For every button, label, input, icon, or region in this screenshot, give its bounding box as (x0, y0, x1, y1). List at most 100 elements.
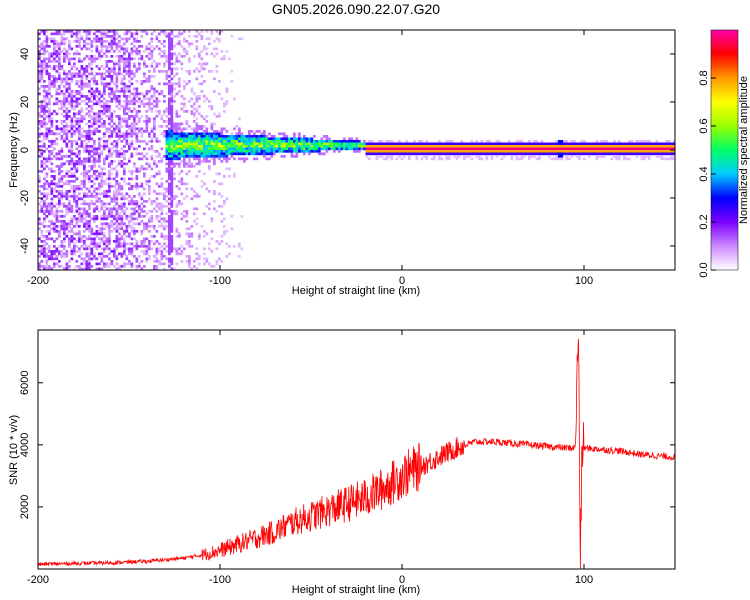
heatmap-cell (78, 70, 81, 73)
heatmap-cell (470, 140, 474, 143)
heatmap-cell (85, 147, 89, 151)
heatmap-cell (628, 142, 631, 146)
heatmap-cell (600, 152, 604, 156)
heatmap-cell (643, 142, 646, 146)
heatmap-cell (458, 147, 461, 151)
heatmap-cell (160, 207, 164, 211)
heatmap-cell (150, 147, 154, 151)
heatmap-cell (175, 247, 179, 251)
heatmap-cell (135, 127, 139, 131)
heatmap-cell (128, 202, 131, 206)
heatmap-cell (48, 247, 51, 251)
heatmap-cell (150, 50, 154, 53)
heatmap-cell (280, 155, 284, 158)
heatmap-cell (185, 132, 189, 136)
heatmap-cell (373, 142, 376, 146)
heatmap-cell (173, 197, 176, 201)
heatmap-cell (195, 47, 199, 51)
heatmap-cell (48, 160, 51, 163)
heatmap-cell (178, 140, 181, 143)
heatmap-cell (220, 97, 224, 101)
heatmap-cell (108, 252, 111, 256)
heatmap-cell (48, 97, 51, 101)
heatmap-cell (180, 177, 184, 181)
heatmap-cell (605, 145, 609, 148)
heatmap-cell (140, 102, 144, 106)
heatmap-cell (188, 235, 191, 238)
heatmap-cell (80, 252, 84, 256)
snr-x-ticks: -200 -100 0 100 (27, 330, 593, 586)
heatmap-cell (215, 30, 219, 33)
heatmap-cell (475, 150, 479, 153)
heatmap-cell (100, 137, 104, 141)
heatmap-cell (93, 145, 96, 148)
heatmap-cell (625, 147, 629, 151)
heatmap-cell (140, 57, 144, 61)
heatmap-cell (130, 127, 134, 131)
heatmap-cell (93, 152, 96, 156)
heatmap-cell (118, 57, 121, 61)
heatmap-cell (80, 240, 84, 243)
heatmap-cell (143, 240, 146, 243)
heatmap-cell (158, 160, 161, 163)
heatmap-cell (223, 200, 226, 203)
heatmap-cell (103, 122, 106, 126)
heatmap-cell (153, 150, 156, 153)
heatmap-cell (60, 192, 64, 196)
heatmap-cell (530, 147, 534, 151)
heatmap-cell (68, 202, 71, 206)
heatmap-cell (98, 52, 101, 56)
heatmap-cell (133, 162, 136, 166)
heatmap-cell (83, 67, 86, 71)
heatmap-cell (400, 145, 404, 148)
snr-x-tick-label: 100 (575, 574, 593, 586)
heatmap-cell (130, 155, 134, 158)
heatmap-cell (80, 85, 84, 88)
heatmap-cell (170, 210, 174, 213)
heatmap-cell (70, 35, 74, 38)
heatmap-cell (40, 125, 44, 128)
heatmap-cell (238, 127, 241, 131)
heatmap-cell (195, 30, 199, 33)
heatmap-cell (45, 247, 49, 251)
heatmap-cell (78, 247, 81, 251)
heatmap-cell (340, 147, 344, 151)
heatmap-cell (95, 170, 99, 173)
heatmap-cell (50, 122, 54, 126)
heatmap-cell (53, 222, 56, 226)
heatmap-cell (130, 237, 134, 241)
heatmap-cell (73, 172, 76, 176)
heatmap-cell (483, 150, 486, 153)
heatmap-cell (375, 142, 379, 146)
heatmap-cell (118, 137, 121, 141)
heatmap-cell (170, 220, 174, 223)
heatmap-cell (173, 210, 176, 213)
heatmap-cell (190, 197, 194, 201)
heatmap-cell (295, 142, 299, 146)
heatmap-cell (670, 150, 674, 153)
heatmap-cell (370, 147, 374, 151)
heatmap-cell (103, 265, 106, 268)
heatmap-cell (98, 102, 101, 106)
heatmap-cell (98, 245, 101, 248)
heatmap-cell (480, 145, 484, 148)
heatmap-cell (53, 215, 56, 218)
heatmap-cell (130, 172, 134, 176)
heatmap-cell (108, 30, 111, 33)
heatmap-cell (45, 147, 49, 151)
heatmap-cell (160, 125, 164, 128)
heatmap-cell (263, 142, 266, 146)
heatmap-cell (45, 130, 49, 133)
heatmap-cell (125, 230, 129, 233)
heatmap-cell (78, 265, 81, 268)
heatmap-cell (170, 170, 174, 173)
heatmap-cell (293, 142, 296, 146)
heatmap-cell (485, 142, 489, 146)
heatmap-cell (580, 147, 584, 151)
heatmap-cell (620, 152, 624, 156)
heatmap-cell (218, 192, 221, 196)
heatmap-cell (450, 150, 454, 153)
heatmap-cell (140, 165, 144, 168)
heatmap-cell (545, 152, 549, 156)
heatmap-cell (123, 252, 126, 256)
